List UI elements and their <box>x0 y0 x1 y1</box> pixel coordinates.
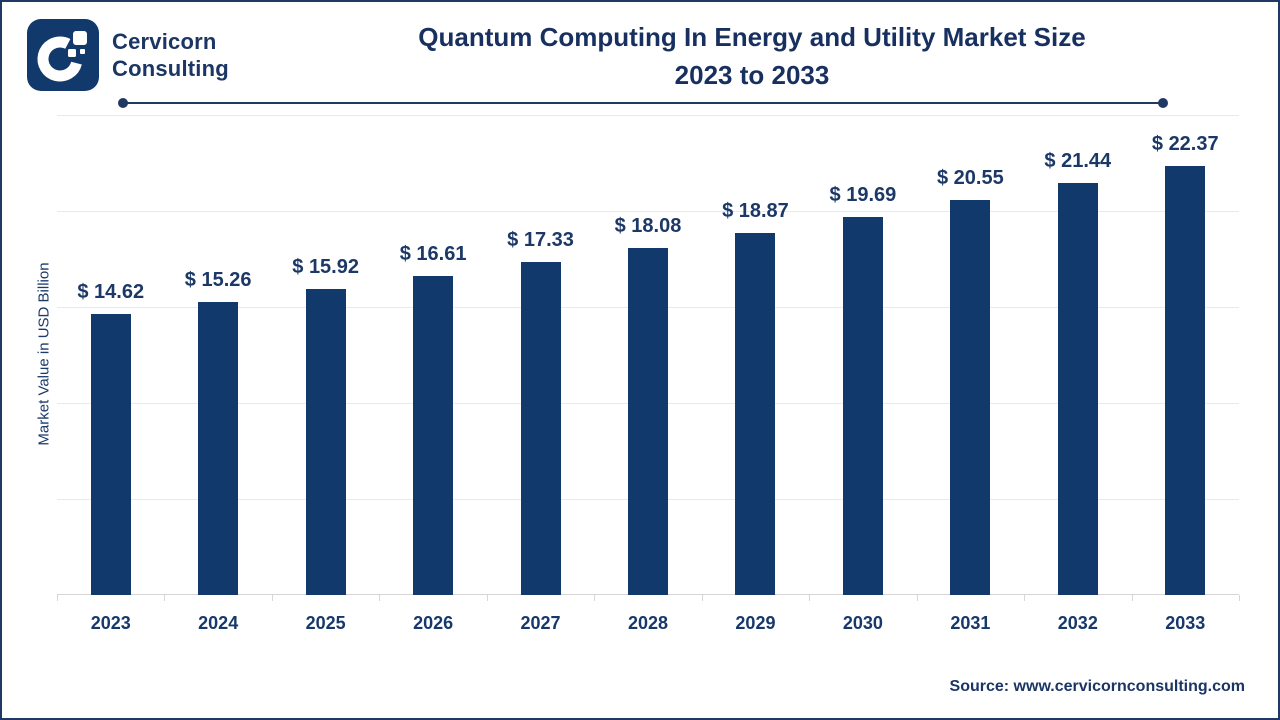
bar-column-2027: $ 17.33 <box>487 115 594 595</box>
plot-area: $ 14.62 $ 15.26 $ 15.92 $ 16.61 $ 17.33 $ 18.… <box>57 115 1240 601</box>
cervicorn-logo <box>27 19 99 91</box>
x-axis-labels: 2023 2024 2025 2026 2027 2028 2029 2030 2031 2032… <box>57 613 1239 634</box>
x-axis-tick <box>594 595 596 601</box>
brand-name: Cervicorn Consulting <box>112 28 229 82</box>
bar-2029 <box>735 232 776 595</box>
chart-title-line-2: 2023 to 2033 <box>674 60 830 90</box>
x-axis-tick <box>1239 595 1240 601</box>
x-axis-tick <box>57 595 58 601</box>
bar-column-2033: $ 22.37 <box>1132 115 1239 595</box>
bar-2032 <box>1057 183 1098 595</box>
bar-2023 <box>90 314 131 595</box>
bar-2027 <box>520 262 561 595</box>
gridline <box>57 211 1239 212</box>
x-axis-label-2025: 2025 <box>305 613 346 633</box>
value-label-2033: $ 22.37 <box>1151 132 1219 155</box>
x-axis-tick <box>701 595 703 601</box>
value-label-2023: $ 14.62 <box>77 281 145 304</box>
bar-2028 <box>627 247 668 595</box>
bar-column-2031: $ 20.55 <box>917 115 1024 595</box>
x-axis-tick <box>809 595 811 601</box>
x-axis-tick <box>1024 595 1026 601</box>
x-axis-tick <box>1131 595 1133 601</box>
source-credit: Source: www.cervicornconsulting.com <box>949 678 1245 695</box>
value-label-2029: $ 18.87 <box>722 199 789 222</box>
bar-2026 <box>413 276 454 595</box>
value-label-2030: $ 19.69 <box>829 183 897 206</box>
value-label-2027: $ 17.33 <box>507 229 574 252</box>
x-axis-tick <box>916 595 918 601</box>
y-axis-label: Market Value in USD Billion <box>35 262 53 446</box>
x-axis-tick <box>379 595 381 601</box>
x-axis-label-2024: 2024 <box>198 613 239 633</box>
x-axis-tick <box>486 595 488 601</box>
x-axis-label-2029: 2029 <box>735 613 776 633</box>
bar-columns: $ 14.62 $ 15.26 $ 15.92 $ 16.61 $ 17.33 $ 18.… <box>57 115 1239 595</box>
bar-2033 <box>1165 165 1206 595</box>
bar-column-2032: $ 21.44 <box>1024 115 1131 595</box>
bar-2031 <box>950 200 991 595</box>
value-label-2025: $ 15.92 <box>292 256 359 279</box>
value-label-2028: $ 18.08 <box>614 214 682 237</box>
gridline <box>57 115 1239 116</box>
bar-column-2029: $ 18.87 <box>702 115 809 595</box>
bar-2024 <box>198 302 239 595</box>
x-axis-tick <box>164 595 166 601</box>
bar-column-2026: $ 16.61 <box>379 115 486 595</box>
x-axis-label-2026: 2026 <box>413 613 454 633</box>
value-label-2024: $ 15.26 <box>184 269 252 292</box>
bar-2025 <box>305 289 346 595</box>
value-label-2032: $ 21.44 <box>1044 150 1112 173</box>
value-label-2031: $ 20.55 <box>936 167 1004 190</box>
chart-title: Quantum Computing In Energy and Utility … <box>322 18 1182 94</box>
title-underline-rule <box>118 98 1168 108</box>
bar-2030 <box>842 216 883 595</box>
x-axis-label-2031: 2031 <box>950 613 991 633</box>
x-axis-label-2023: 2023 <box>90 613 131 633</box>
x-axis-label-2032: 2032 <box>1057 613 1098 633</box>
bar-column-2028: $ 18.08 <box>594 115 701 595</box>
bar-column-2030: $ 19.69 <box>809 115 916 595</box>
brand-line-1: Cervicorn <box>112 29 217 54</box>
bar-column-2025: $ 15.92 <box>272 115 379 595</box>
x-axis-label-2028: 2028 <box>627 613 669 633</box>
cervicorn-logo-icon <box>27 19 99 91</box>
chart-title-line-1: Quantum Computing In Energy and Utility … <box>418 22 1086 52</box>
x-axis-tick <box>271 595 273 601</box>
value-label-2026: $ 16.61 <box>399 243 467 266</box>
x-axis-label-2033: 2033 <box>1165 613 1206 633</box>
bar-column-2024: $ 15.26 <box>164 115 271 595</box>
x-axis-label-2027: 2027 <box>520 613 561 633</box>
bar-column-2023: $ 14.62 <box>57 115 164 595</box>
brand-line-2: Consulting <box>112 56 229 81</box>
x-axis-label-2030: 2030 <box>842 613 883 633</box>
